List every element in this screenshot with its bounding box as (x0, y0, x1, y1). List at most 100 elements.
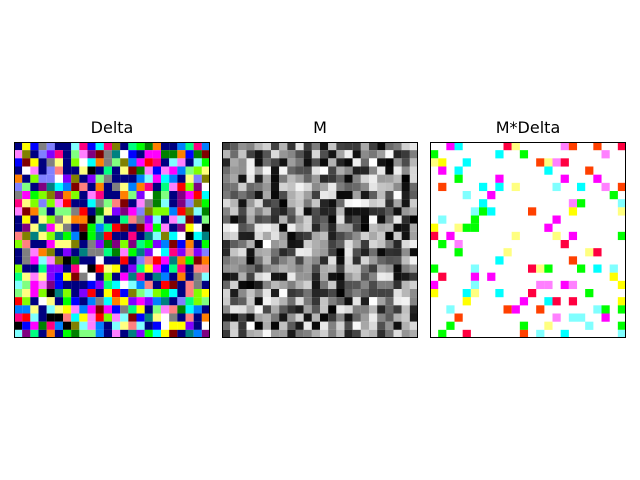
heatmap-cell-m (254, 313, 263, 322)
heatmap-cell-delta (71, 166, 80, 175)
heatmap-cell-m (328, 289, 337, 298)
heatmap-cell-m-delta (495, 182, 504, 192)
heatmap-cell-delta (120, 264, 129, 273)
heatmap-cell-delta (22, 215, 31, 224)
heatmap-cell-m (409, 182, 418, 192)
heatmap-cell-delta (193, 264, 202, 273)
heatmap-cell-m-delta (454, 313, 463, 322)
heatmap-cell-m (344, 207, 353, 216)
heatmap-cell-delta (63, 297, 72, 306)
heatmap-cell-m (311, 142, 321, 151)
heatmap-cell-m (238, 264, 247, 273)
heatmap-cell-m-delta (568, 297, 578, 306)
heatmap-cell-m (287, 182, 296, 192)
heatmap-cell-delta (46, 297, 55, 306)
heatmap-cell-m (238, 329, 247, 338)
heatmap-cell-m-delta (560, 158, 569, 167)
heatmap-cell-m-delta (487, 191, 496, 200)
heatmap-cell-delta (185, 297, 194, 306)
heatmap-cell-delta (54, 329, 64, 338)
heatmap-cell-delta (112, 329, 121, 338)
heatmap-cell-delta (14, 182, 23, 192)
heatmap-cell-m (238, 272, 247, 281)
heatmap-cell-delta (120, 321, 129, 330)
heatmap-cell-delta (193, 215, 202, 224)
heatmap-cell-m (222, 207, 231, 216)
heatmap-cell-m (271, 174, 280, 183)
heatmap-cell-m-delta (568, 313, 578, 322)
heatmap-cell-delta (38, 289, 47, 298)
heatmap-cell-m (238, 158, 247, 167)
heatmap-cell-delta (79, 305, 88, 314)
heatmap-cell-m (409, 272, 418, 281)
heatmap-cell-m (344, 280, 353, 290)
heatmap-cell-m (328, 166, 337, 175)
heatmap-cell-delta (54, 280, 64, 290)
heatmap-cell-m-delta (593, 174, 602, 183)
heatmap-cell-m-delta (438, 182, 447, 192)
heatmap-cell-m (360, 174, 370, 183)
heatmap-cell-m (385, 248, 394, 257)
heatmap-cell-delta (22, 240, 31, 249)
heatmap-cell-delta (38, 329, 47, 338)
heatmap-cell-delta (144, 256, 153, 265)
heatmap-cell-delta (144, 329, 153, 338)
heatmap-cell-delta (201, 272, 210, 281)
heatmap-cell-delta (169, 166, 178, 175)
heatmap-cell-delta (169, 305, 178, 314)
heatmap-cell-delta (79, 329, 88, 338)
heatmap-cell-delta (95, 321, 104, 330)
heatmap-cell-delta (120, 248, 129, 257)
heatmap-cell-delta (79, 199, 88, 208)
heatmap-cell-m (336, 182, 345, 192)
heatmap-cell-m (336, 166, 345, 175)
heatmap-cell-m (295, 248, 304, 257)
heatmap-cell-m (352, 289, 361, 298)
heatmap-cell-delta (177, 313, 186, 322)
heatmap-cell-m (287, 272, 296, 281)
heatmap-cell-m (230, 231, 239, 241)
heatmap-cell-delta (79, 272, 88, 281)
heatmap-cell-delta (103, 256, 113, 265)
heatmap-cell-delta (30, 215, 39, 224)
heatmap-cell-delta (103, 191, 113, 200)
heatmap-cell-m (254, 207, 263, 216)
heatmap-cell-m (254, 174, 263, 183)
heatmap-cell-m (238, 289, 247, 298)
heatmap-cell-delta (144, 305, 153, 314)
heatmap-cell-delta (22, 289, 31, 298)
heatmap-cell-delta (177, 248, 186, 257)
heatmap-cell-m (262, 158, 272, 167)
heatmap-cell-m (222, 215, 231, 224)
heatmap-cell-m (320, 231, 329, 241)
heatmap-cell-delta (201, 174, 210, 183)
heatmap-cell-delta (144, 289, 153, 298)
heatmap-cell-delta (144, 231, 153, 241)
heatmap-cell-delta (120, 231, 129, 241)
heatmap-cell-delta (161, 313, 170, 322)
heatmap-cell-delta (63, 215, 72, 224)
heatmap-cell-m (254, 329, 263, 338)
heatmap-cell-m (360, 264, 370, 273)
heatmap-cell-delta (71, 280, 80, 290)
heatmap-cell-delta (95, 264, 104, 273)
heatmap-cell-m (352, 256, 361, 265)
heatmap-cell-m (352, 215, 361, 224)
heatmap-cell-m (230, 329, 239, 338)
heatmap-cell-delta (46, 191, 55, 200)
heatmap-cell-m (238, 199, 247, 208)
heatmap-cell-m (287, 248, 296, 257)
heatmap-cell-delta (144, 174, 153, 183)
heatmap-cell-m (303, 329, 312, 338)
heatmap-cell-delta (46, 223, 55, 232)
heatmap-cell-m (222, 289, 231, 298)
heatmap-cell-m (393, 313, 402, 322)
heatmap-cell-m (409, 289, 418, 298)
heatmap-cell-m (262, 329, 272, 338)
heatmap-cell-m (230, 223, 239, 232)
heatmap-cell-delta (177, 289, 186, 298)
heatmap-cell-m (246, 321, 255, 330)
heatmap-cell-m (377, 191, 386, 200)
heatmap-cell-m (279, 264, 288, 273)
heatmap-cell-m (279, 174, 288, 183)
